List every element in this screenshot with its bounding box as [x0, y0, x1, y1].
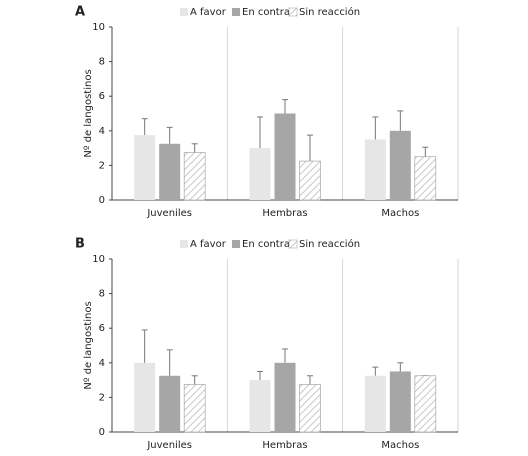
y-tick-label: 4	[99, 126, 105, 137]
legend-label: A favor	[190, 7, 227, 18]
legend-swatch	[288, 239, 298, 249]
y-tick-label: 2	[99, 392, 105, 403]
legend-swatch	[180, 8, 188, 16]
bar	[389, 130, 411, 200]
y-tick-label: 0	[99, 195, 105, 206]
x-tick-label: Juveniles	[146, 440, 192, 451]
legend-label: Sin reacción	[299, 238, 360, 250]
y-tick-label: 4	[99, 358, 105, 369]
legend-swatch	[180, 240, 188, 248]
y-axis-label: Nº de langostinos	[83, 69, 94, 157]
y-tick-label: 8	[99, 289, 105, 300]
bar	[249, 380, 271, 432]
bar	[159, 375, 181, 432]
y-tick-label: 0	[99, 427, 105, 438]
x-tick-label: Machos	[381, 208, 419, 219]
bar	[274, 362, 296, 432]
y-tick-label: 2	[99, 160, 105, 171]
legend-label: En contra	[242, 239, 290, 250]
bar	[183, 152, 206, 201]
bar	[389, 371, 411, 432]
bar	[249, 148, 271, 200]
bar	[364, 139, 386, 200]
y-tick-label: 8	[99, 57, 105, 68]
bar	[414, 375, 437, 433]
legend-label: Sin reacción	[299, 6, 360, 18]
legend-label: A favor	[190, 239, 227, 250]
panel-label: B	[75, 237, 85, 252]
y-axis-label: Nº de langostinos	[83, 301, 94, 389]
bar	[299, 384, 321, 433]
bar	[274, 113, 296, 200]
y-tick-label: 6	[99, 91, 105, 102]
x-tick-label: Machos	[381, 440, 419, 451]
x-tick-label: Hembras	[262, 440, 307, 451]
y-tick-label: 10	[92, 254, 105, 265]
y-tick-label: 6	[99, 323, 105, 334]
bar	[134, 135, 156, 200]
bar	[299, 160, 321, 201]
legend-swatch	[232, 240, 240, 248]
bar	[364, 375, 386, 432]
legend-swatch	[288, 7, 298, 17]
bar	[414, 156, 437, 201]
bar	[159, 143, 181, 200]
bar	[134, 362, 156, 432]
panel-label: A	[75, 5, 85, 20]
legend-label: En contra	[242, 7, 290, 18]
x-tick-label: Hembras	[262, 208, 307, 219]
legend-swatch	[232, 8, 240, 16]
y-tick-label: 10	[92, 22, 105, 33]
bar	[183, 384, 206, 433]
x-tick-label: Juveniles	[146, 208, 192, 219]
